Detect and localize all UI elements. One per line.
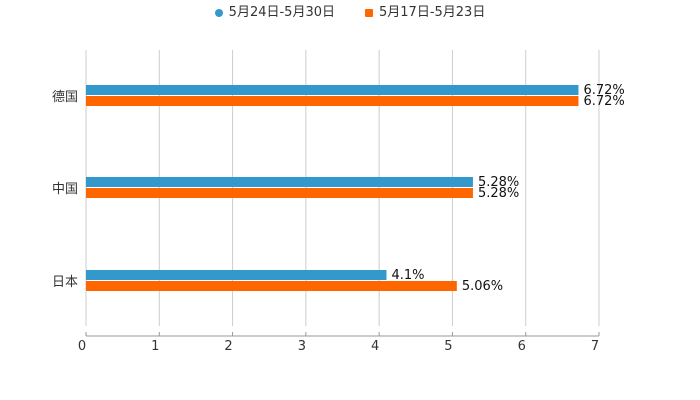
legend-marker-circle-icon	[214, 9, 223, 17]
bar	[86, 85, 579, 95]
category-label: 德国	[52, 90, 78, 105]
x-tick-label: 7	[591, 339, 599, 354]
x-tick-label: 1	[151, 339, 159, 354]
legend-label: 5月17日-5月23日	[379, 5, 486, 20]
x-tick-label: 3	[298, 339, 306, 354]
category-label: 中国	[52, 182, 78, 197]
data-label: 5.28%	[478, 175, 519, 190]
data-label: 4.1%	[391, 268, 424, 283]
bar	[86, 96, 579, 106]
legend-label: 5月24日-5月30日	[228, 5, 335, 20]
data-label: 6.72%	[583, 83, 624, 98]
legend-item-series-2[interactable]: 5月17日-5月23日	[365, 4, 485, 22]
data-label: 5.06%	[462, 279, 503, 294]
bar	[86, 188, 473, 198]
legend-marker-square-icon	[365, 9, 373, 17]
data-label: 5.28%	[478, 186, 519, 201]
x-tick-label: 5	[444, 339, 452, 354]
bar	[86, 281, 457, 291]
legend: 5月24日-5月30日 5月17日-5月23日	[0, 4, 700, 22]
x-tick-label: 0	[78, 339, 86, 354]
bar	[86, 270, 387, 280]
x-tick-label: 6	[518, 339, 526, 354]
data-label: 6.72%	[583, 94, 624, 109]
legend-item-series-1[interactable]: 5月24日-5月30日	[214, 4, 335, 22]
category-label: 日本	[52, 275, 78, 290]
x-tick-label: 4	[371, 339, 379, 354]
x-tick-label: 2	[224, 339, 232, 354]
bar	[86, 177, 473, 187]
